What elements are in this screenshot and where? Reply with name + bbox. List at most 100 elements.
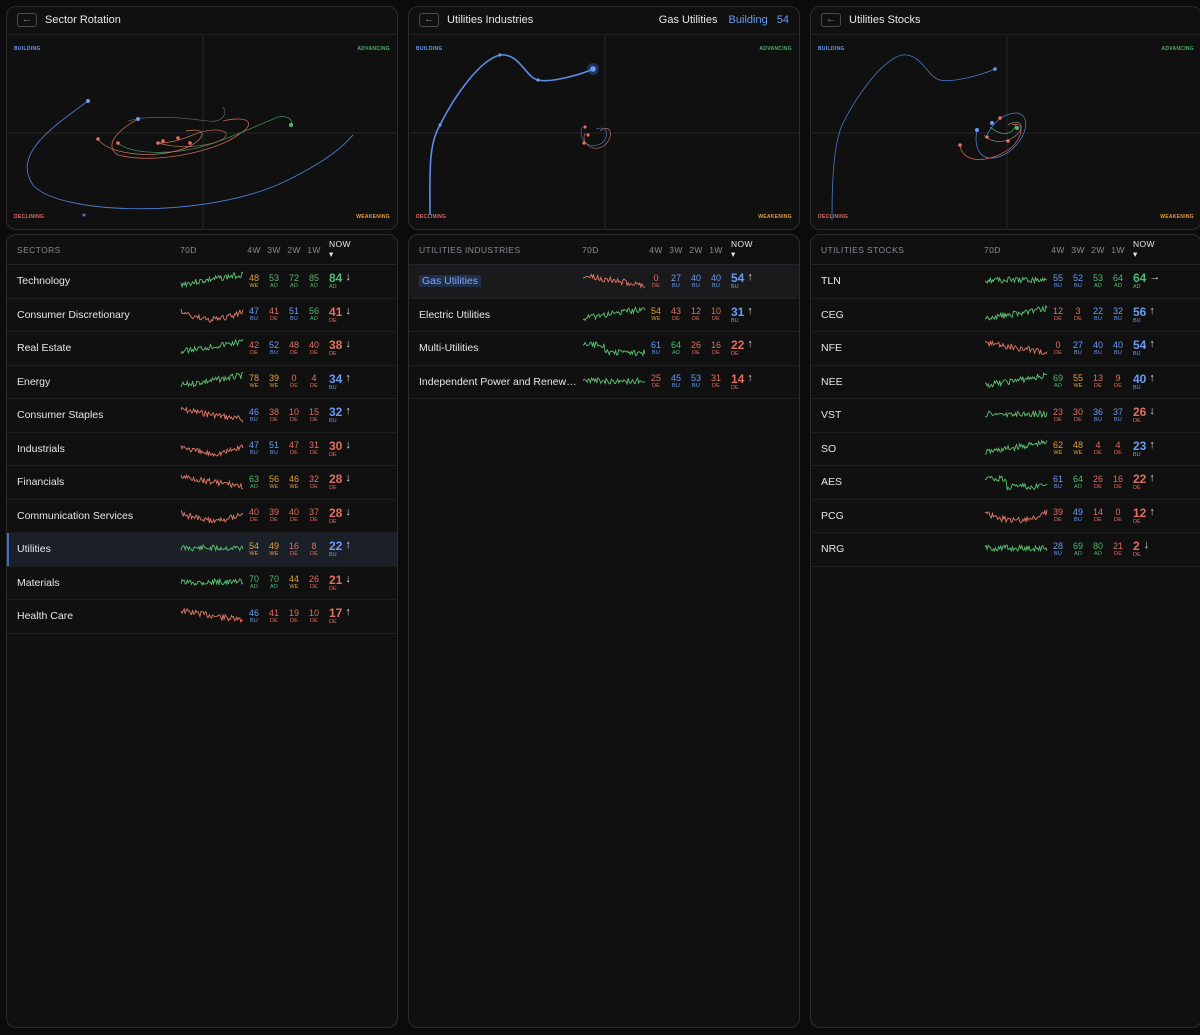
score-code: BU bbox=[249, 617, 259, 624]
score-code: DE bbox=[289, 517, 299, 523]
score-code: AD bbox=[1093, 550, 1103, 557]
table-body: Gas Utilities 0 DE 27 BU 40 BU 40 BU 54 BU ↑ Electri… bbox=[409, 265, 799, 399]
score-4w: 28 BU bbox=[1048, 541, 1068, 558]
table-row[interactable]: Energy 78 WE 39 WE 0 DE 4 DE 34 BU ↑ bbox=[7, 366, 397, 399]
rotation-plot[interactable]: BUILDING ADVANCING DECLINING WEAKENING bbox=[410, 34, 799, 229]
rotation-plot[interactable]: BUILDING ADVANCING DECLINING WEAKENING bbox=[8, 34, 397, 229]
row-name: AES bbox=[811, 476, 984, 488]
sparkline bbox=[180, 303, 244, 327]
table-row[interactable]: Consumer Staples 46 BU 38 DE 10 DE 15 DE 32 BU ↑ bbox=[7, 399, 397, 433]
now-value: 41 bbox=[329, 304, 343, 319]
table-row[interactable]: NEE 69 AD 55 WE 13 DE 9 DE 40 BU ↑ bbox=[811, 366, 1200, 399]
score-value: 53 bbox=[690, 373, 701, 383]
table-row[interactable]: TLN 55 BU 52 BU 53 AD 64 AD 64 AD → bbox=[811, 265, 1200, 299]
column-header-1w[interactable]: 1W bbox=[709, 244, 723, 255]
score-value: 37 bbox=[308, 507, 319, 517]
table-row[interactable]: Technology 48 WE 53 AD 72 AD 85 AD 84 AD ↓ bbox=[7, 265, 397, 299]
score-value: 54 bbox=[650, 306, 661, 316]
score-1w: 31 DE bbox=[304, 441, 324, 457]
table-row[interactable]: AES 61 BU 64 AD 26 DE 16 DE 22 DE ↑ bbox=[811, 466, 1200, 500]
back-button[interactable]: ← bbox=[821, 13, 841, 27]
trend-arrow-icon: ↑ bbox=[747, 338, 753, 350]
now-code: BU bbox=[329, 418, 337, 424]
score-value: 47 bbox=[288, 440, 299, 450]
sparkline bbox=[582, 269, 646, 293]
table-row[interactable]: PCG 39 DE 49 BU 14 DE 0 DE 12 DE ↑ bbox=[811, 500, 1200, 533]
table-row[interactable]: VST 23 DE 30 DE 36 BU 37 BU 26 DE ↓ bbox=[811, 399, 1200, 433]
row-name: Technology bbox=[7, 275, 180, 287]
score-4w: 40 DE bbox=[244, 508, 264, 524]
score-code: AD bbox=[269, 584, 279, 590]
table-row[interactable]: Financials 63 AD 56 WE 46 WE 32 DE 28 DE ↓ bbox=[7, 466, 397, 500]
column-header-4w[interactable]: 4W bbox=[247, 244, 261, 255]
table-row[interactable]: Consumer Discretionary 47 BU 41 DE 51 BU 56 AD 41… bbox=[7, 299, 397, 332]
score-3w: 41 DE bbox=[264, 608, 284, 625]
score-value: 49 bbox=[1072, 507, 1083, 517]
table-row[interactable]: Independent Power and Renewable Electric… bbox=[409, 366, 799, 399]
rotation-plot[interactable]: BUILDING ADVANCING DECLINING WEAKENING bbox=[812, 34, 1200, 229]
table-row[interactable]: Materials 70 AD 70 AD 44 WE 26 DE 21 DE ↓ bbox=[7, 567, 397, 600]
sparkline bbox=[984, 504, 1048, 528]
sparkline bbox=[180, 336, 244, 360]
table-row[interactable]: SO 62 WE 48 WE 4 DE 4 DE 23 BU ↑ bbox=[811, 433, 1200, 466]
score-code: AD bbox=[1073, 483, 1083, 490]
score-code: DE bbox=[1053, 517, 1063, 523]
score-code: BU bbox=[269, 450, 279, 456]
score-value: 26 bbox=[690, 339, 701, 350]
table-row[interactable]: Communication Services 40 DE 39 DE 40 DE 37 DE 28… bbox=[7, 500, 397, 533]
column-header-3w[interactable]: 3W bbox=[669, 244, 683, 255]
score-value: 48 bbox=[1072, 440, 1083, 450]
table-row[interactable]: Multi-Utilities 61 BU 64 AD 26 DE 16 DE 22 DE ↑ bbox=[409, 332, 799, 366]
column-header-2w[interactable]: 2W bbox=[287, 244, 301, 255]
table-row[interactable]: Gas Utilities 0 DE 27 BU 40 BU 40 BU 54 BU ↑ bbox=[409, 265, 799, 299]
score-4w: 47 BU bbox=[244, 307, 264, 323]
score-value: 47 bbox=[248, 440, 259, 450]
column-header-now[interactable]: NOW ▾ bbox=[329, 239, 351, 259]
score-code: DE bbox=[1093, 483, 1103, 490]
column-header-1w[interactable]: 1W bbox=[1111, 244, 1125, 255]
column-header-4w[interactable]: 4W bbox=[649, 244, 663, 255]
column-header-now[interactable]: NOW ▾ bbox=[1133, 239, 1155, 259]
table-row[interactable]: NRG 28 BU 69 AD 80 AD 21 DE 2 DE ↓ bbox=[811, 533, 1200, 567]
row-name-text: TLN bbox=[821, 275, 841, 288]
score-code: BU bbox=[651, 349, 661, 356]
score-3w: 38 DE bbox=[264, 407, 284, 424]
score-value: 56 bbox=[308, 306, 319, 316]
column-header-1w[interactable]: 1W bbox=[307, 244, 321, 255]
column-header-3w[interactable]: 3W bbox=[267, 244, 281, 255]
score-value: 39 bbox=[268, 373, 279, 383]
score-1w: 0 DE bbox=[1108, 508, 1128, 524]
arrow-left-icon: ← bbox=[826, 14, 836, 25]
back-button[interactable]: ← bbox=[17, 13, 37, 27]
score-1w: 10 DE bbox=[706, 307, 726, 323]
sparkline bbox=[180, 504, 244, 528]
score-value: 62 bbox=[1052, 440, 1063, 450]
trail-head-dot bbox=[161, 139, 165, 143]
table-row[interactable]: Utilities 54 WE 49 WE 16 DE 8 DE 22 BU ↑ bbox=[7, 533, 397, 567]
score-code: BU bbox=[711, 282, 721, 289]
table-row[interactable]: Real Estate 42 DE 52 BU 48 DE 40 DE 38 DE ↓ bbox=[7, 332, 397, 366]
table-row[interactable]: Electric Utilities 54 WE 43 DE 12 DE 10 DE 31 BU ↑ bbox=[409, 299, 799, 332]
row-name-text: AES bbox=[821, 476, 843, 489]
trend-arrow-icon: ↓ bbox=[345, 472, 351, 484]
trend-arrow-icon: ↓ bbox=[345, 438, 351, 451]
column-header-2w[interactable]: 2W bbox=[689, 244, 703, 255]
now-code: DE bbox=[731, 384, 739, 391]
table-row[interactable]: Health Care 46 BU 41 DE 19 DE 10 DE 17 DE ↑ bbox=[7, 600, 397, 634]
score-2w: 44 WE bbox=[284, 575, 304, 591]
table-row[interactable]: Industrials 47 BU 51 BU 47 DE 31 DE 30 DE ↓ bbox=[7, 433, 397, 466]
now-code: BU bbox=[1133, 351, 1141, 357]
score-value: 48 bbox=[248, 272, 259, 283]
table-row[interactable]: CEG 12 DE 3 DE 22 BU 32 BU 56 BU ↑ bbox=[811, 299, 1200, 332]
column-header-now[interactable]: NOW ▾ bbox=[731, 239, 753, 259]
back-button[interactable]: ← bbox=[419, 13, 439, 27]
score-value: 4 bbox=[1095, 440, 1101, 450]
column-header-name: SECTORS bbox=[17, 244, 61, 255]
score-3w: 45 BU bbox=[666, 374, 686, 390]
trend-arrow-icon: ↑ bbox=[747, 271, 753, 283]
column-header-3w[interactable]: 3W bbox=[1071, 244, 1085, 255]
rotation-trails bbox=[410, 35, 799, 229]
column-header-4w[interactable]: 4W bbox=[1051, 244, 1065, 255]
table-row[interactable]: NFE 0 DE 27 BU 40 BU 40 BU 54 BU ↑ bbox=[811, 332, 1200, 366]
column-header-2w[interactable]: 2W bbox=[1091, 244, 1105, 255]
